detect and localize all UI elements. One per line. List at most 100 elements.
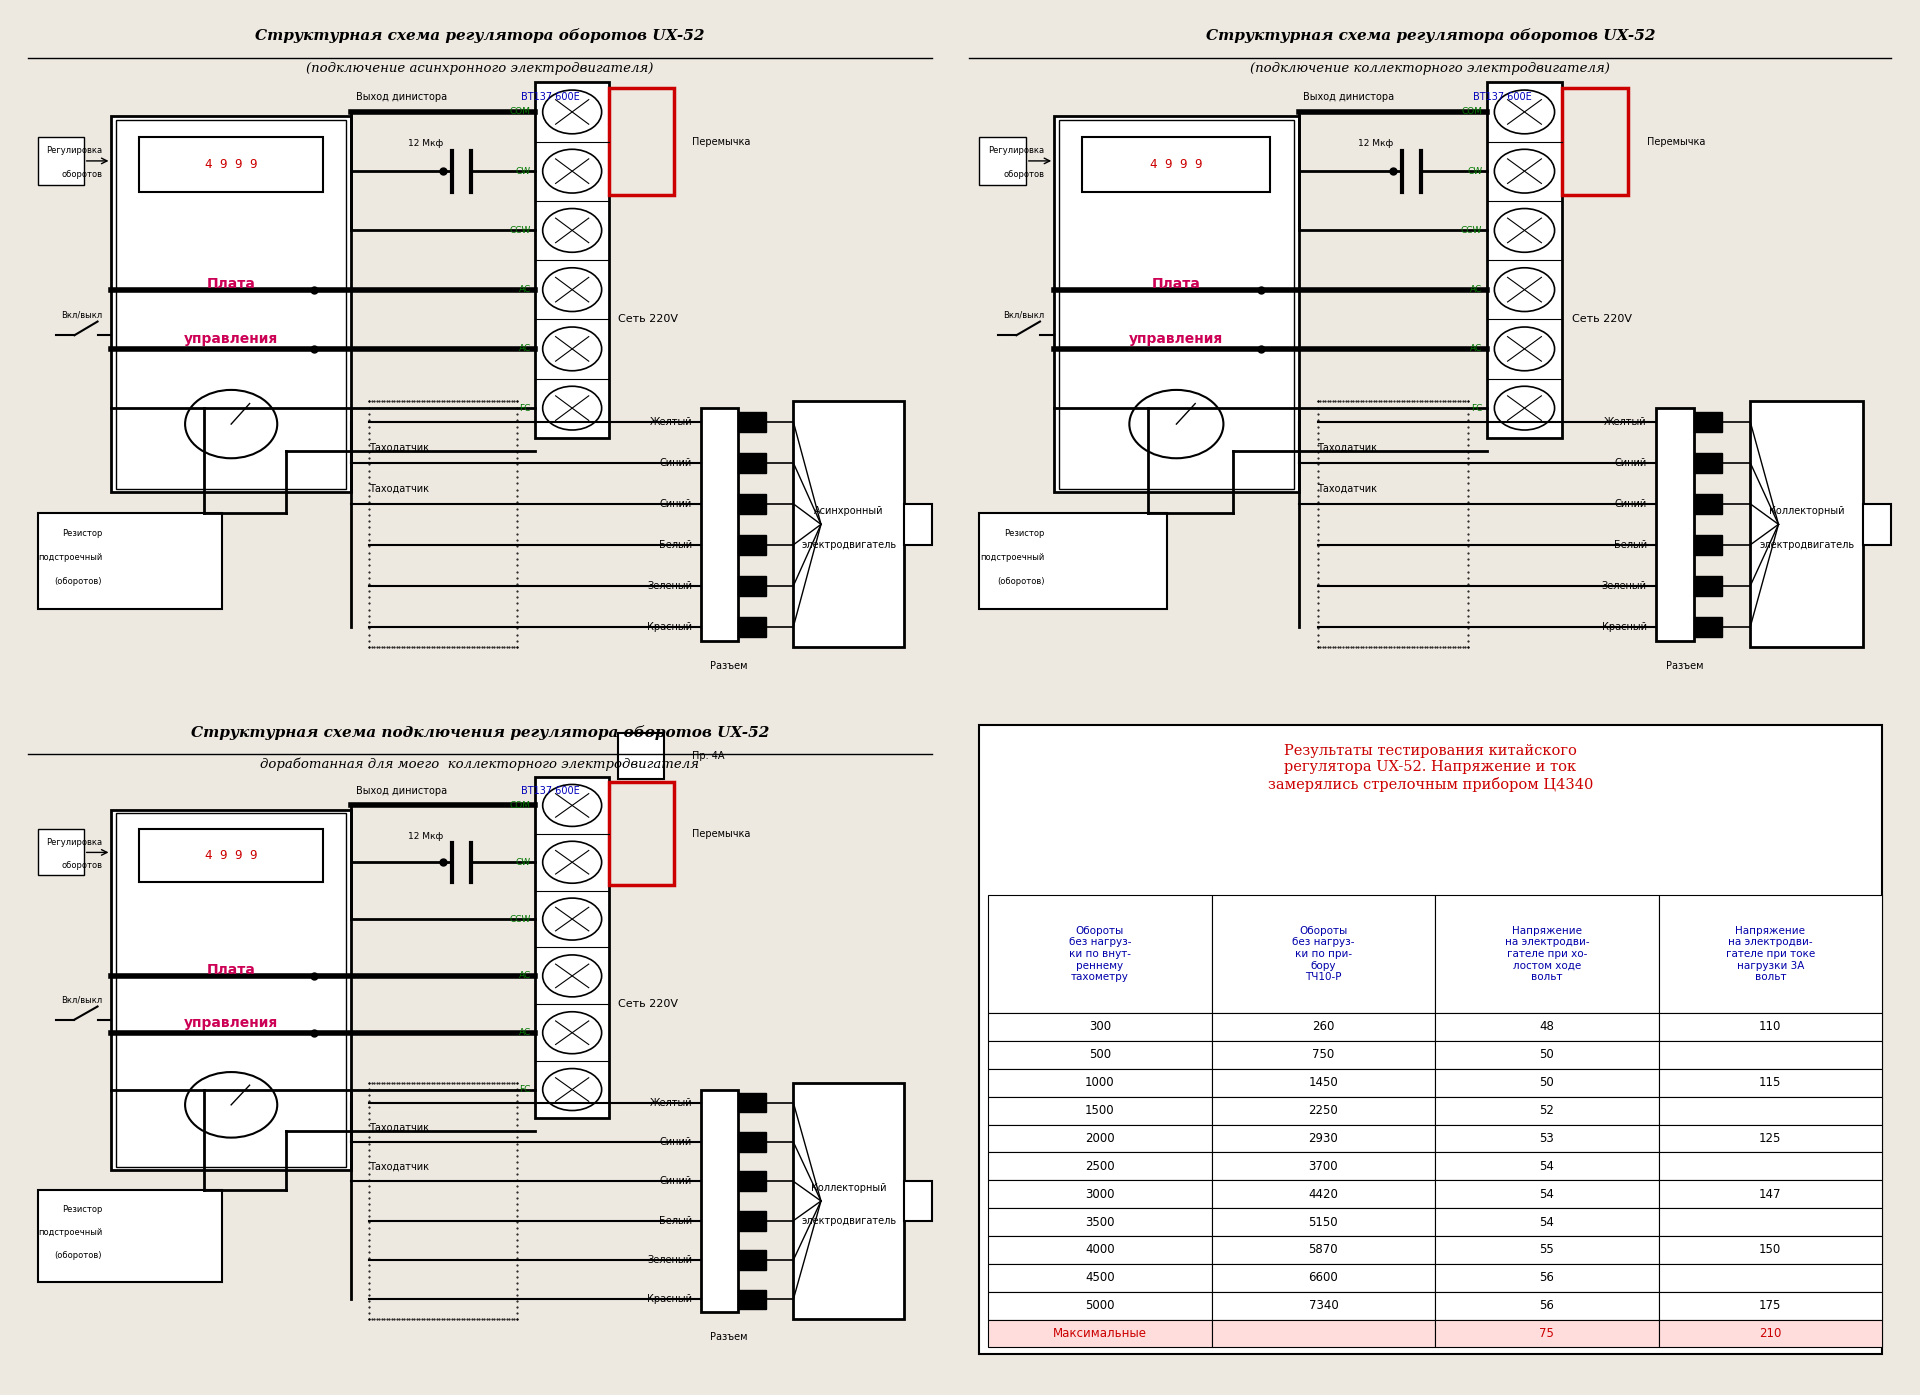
Text: подстроечный: подстроечный — [981, 552, 1044, 562]
Text: Сеть 220V: Сеть 220V — [618, 999, 678, 1010]
Bar — [138, 137, 323, 191]
Bar — [989, 1236, 1212, 1264]
Bar — [989, 1096, 1212, 1124]
Text: AC: AC — [518, 1028, 530, 1038]
Text: Белый: Белый — [659, 1215, 691, 1226]
Text: Красный: Красный — [1601, 622, 1647, 632]
Text: Напряжение
на электродви-
гателе при токе
нагрузки 3А
вольт: Напряжение на электродви- гателе при ток… — [1726, 926, 1814, 982]
Text: AC: AC — [518, 345, 530, 353]
Bar — [979, 513, 1167, 608]
Bar — [1212, 1264, 1434, 1292]
Text: Перемычка: Перемычка — [691, 829, 751, 838]
Text: оборотов: оборотов — [61, 170, 102, 179]
Text: 750: 750 — [1311, 1049, 1334, 1062]
Text: Синий: Синий — [1615, 499, 1647, 509]
Text: 125: 125 — [1759, 1131, 1782, 1145]
Text: COM: COM — [509, 107, 530, 116]
Bar — [904, 504, 931, 545]
Text: Плата: Плата — [207, 964, 255, 978]
Text: Структурная схема подключения регулятора оборотов UX-52: Структурная схема подключения регулятора… — [190, 724, 770, 739]
Text: 50: 50 — [1540, 1049, 1553, 1062]
Text: 5870: 5870 — [1309, 1243, 1338, 1257]
Bar — [979, 137, 1025, 186]
Text: Вкл/выкл: Вкл/выкл — [1004, 310, 1044, 319]
Text: 56: 56 — [1540, 1271, 1555, 1285]
Text: 150: 150 — [1759, 1243, 1782, 1257]
Text: 110: 110 — [1759, 1021, 1782, 1034]
Text: подстроечный: подстроечный — [38, 552, 102, 562]
Text: Регулировка: Регулировка — [46, 146, 102, 155]
Text: (подключение коллекторного электродвигателя): (подключение коллекторного электродвигат… — [1250, 61, 1611, 75]
Bar — [1862, 504, 1891, 545]
Circle shape — [1494, 208, 1555, 252]
Text: оборотов: оборотов — [1004, 170, 1044, 179]
Circle shape — [543, 784, 601, 826]
Text: Желтый: Желтый — [649, 417, 691, 427]
Text: Синий: Синий — [660, 1176, 691, 1186]
Text: (оборотов): (оборотов) — [54, 1251, 102, 1260]
Text: Белый: Белый — [1613, 540, 1647, 550]
Bar — [1751, 402, 1862, 647]
Text: Пр. 4А: Пр. 4А — [691, 752, 724, 762]
Bar — [989, 1264, 1212, 1292]
Text: 12 Мкф: 12 Мкф — [407, 140, 444, 148]
Text: Синий: Синий — [660, 458, 691, 467]
Text: Желтый: Желтый — [1603, 417, 1647, 427]
Bar — [1434, 1236, 1659, 1264]
Text: 12 Мкф: 12 Мкф — [407, 831, 444, 841]
Text: 5000: 5000 — [1085, 1299, 1116, 1313]
Bar — [115, 120, 346, 490]
Bar — [609, 783, 674, 886]
Text: управления: управления — [1129, 332, 1223, 346]
Bar — [737, 1092, 766, 1112]
Bar — [38, 513, 223, 608]
Text: CW: CW — [516, 166, 530, 176]
Bar — [38, 1190, 223, 1282]
Bar — [989, 1320, 1212, 1348]
Text: CCW: CCW — [509, 915, 530, 923]
Circle shape — [543, 386, 601, 430]
Text: Регулировка: Регулировка — [989, 146, 1044, 155]
Text: 1000: 1000 — [1085, 1076, 1116, 1089]
Bar — [1659, 1124, 1882, 1152]
Text: Зеленый: Зеленый — [647, 580, 691, 591]
Text: 54: 54 — [1540, 1187, 1555, 1201]
Circle shape — [543, 956, 601, 997]
Text: 2250: 2250 — [1309, 1103, 1338, 1117]
Bar — [793, 402, 904, 647]
Bar — [1212, 1124, 1434, 1152]
Text: 260: 260 — [1311, 1021, 1334, 1034]
Text: оборотов: оборотов — [61, 861, 102, 870]
Text: 7340: 7340 — [1309, 1299, 1338, 1313]
Text: COM: COM — [509, 801, 530, 810]
Text: 4 9 9 9: 4 9 9 9 — [205, 850, 257, 862]
Text: ВТ137 600Е: ВТ137 600Е — [522, 785, 580, 795]
Text: 1450: 1450 — [1309, 1076, 1338, 1089]
Text: Таходатчик: Таходатчик — [369, 1122, 430, 1133]
Text: FC: FC — [518, 1085, 530, 1094]
Text: AC: AC — [518, 971, 530, 981]
Text: Коллекторный: Коллекторный — [1768, 505, 1845, 516]
Bar — [701, 409, 737, 640]
Bar — [1212, 1208, 1434, 1236]
Text: Выход динистора: Выход динистора — [355, 92, 449, 102]
Bar — [1659, 1180, 1882, 1208]
Text: электродвигатель: электродвигатель — [801, 1215, 897, 1226]
Text: Таходатчик: Таходатчик — [369, 442, 430, 452]
Text: CCW: CCW — [509, 226, 530, 234]
Text: 210: 210 — [1759, 1327, 1782, 1341]
Bar — [989, 1013, 1212, 1041]
Text: Выход динистора: Выход динистора — [355, 785, 449, 795]
Circle shape — [1494, 268, 1555, 311]
Text: 4420: 4420 — [1308, 1187, 1338, 1201]
Circle shape — [543, 326, 601, 371]
Text: 4 9 9 9: 4 9 9 9 — [1150, 158, 1202, 170]
Bar — [989, 1180, 1212, 1208]
Circle shape — [543, 91, 601, 134]
Bar — [115, 813, 346, 1168]
Text: 75: 75 — [1540, 1327, 1555, 1341]
Text: 48: 48 — [1540, 1021, 1555, 1034]
Text: Красный: Красный — [647, 622, 691, 632]
Text: Коллекторный: Коллекторный — [810, 1183, 887, 1193]
Text: Таходатчик: Таходатчик — [369, 484, 430, 494]
